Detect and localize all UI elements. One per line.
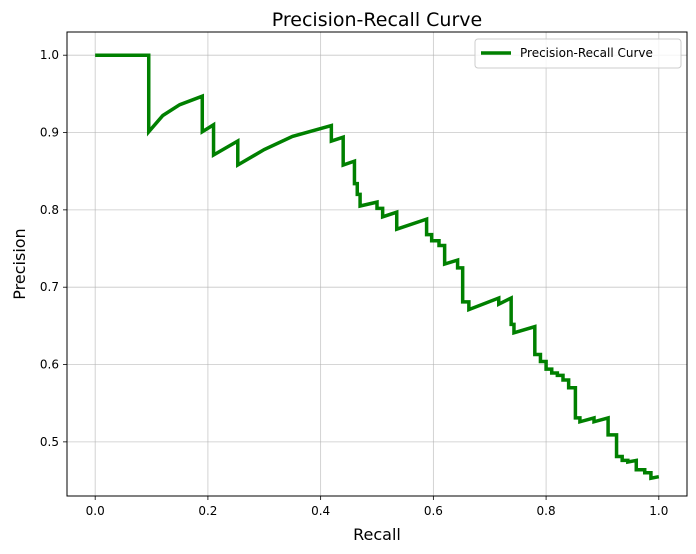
plot-area	[67, 32, 687, 496]
x-tick-label: 0.0	[86, 504, 105, 518]
x-tick-label: 0.8	[537, 504, 556, 518]
x-tick-label: 0.4	[311, 504, 330, 518]
y-tick-label: 0.9	[40, 126, 59, 140]
x-axis-title: Recall	[353, 525, 401, 544]
chart-title: Precision-Recall Curve	[272, 9, 482, 31]
legend-label: Precision-Recall Curve	[520, 46, 653, 60]
y-tick-label: 0.8	[40, 203, 59, 217]
y-tick-label: 0.6	[40, 358, 59, 372]
plot-frame	[66, 31, 688, 497]
y-axis-ticks: 0.5 0.6 0.7 0.8 0.9 1.0	[40, 48, 67, 449]
x-tick-label: 1.0	[649, 504, 668, 518]
y-tick-label: 1.0	[40, 48, 59, 62]
y-tick-label: 0.7	[40, 280, 59, 294]
x-tick-label: 0.2	[198, 504, 217, 518]
series-line-0	[95, 53, 660, 481]
y-axis-title: Precision	[10, 228, 29, 299]
legend: Precision-Recall Curve	[474, 38, 682, 69]
legend-box	[474, 38, 682, 69]
y-tick-label: 0.5	[40, 435, 59, 449]
x-tick-label: 0.6	[424, 504, 443, 518]
series-group	[95, 53, 660, 481]
x-axis-ticks: 0.0 0.2 0.4 0.6 0.8 1.0	[86, 496, 668, 518]
